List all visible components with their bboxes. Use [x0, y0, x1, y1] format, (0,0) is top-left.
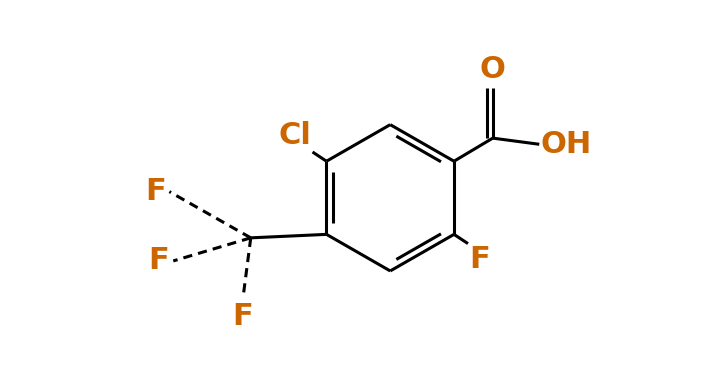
Text: F: F [145, 177, 165, 206]
Text: Cl: Cl [278, 122, 311, 150]
Text: F: F [149, 246, 170, 276]
Text: F: F [232, 302, 253, 331]
Text: F: F [470, 245, 490, 274]
Text: O: O [480, 55, 505, 84]
Text: OH: OH [541, 130, 592, 159]
